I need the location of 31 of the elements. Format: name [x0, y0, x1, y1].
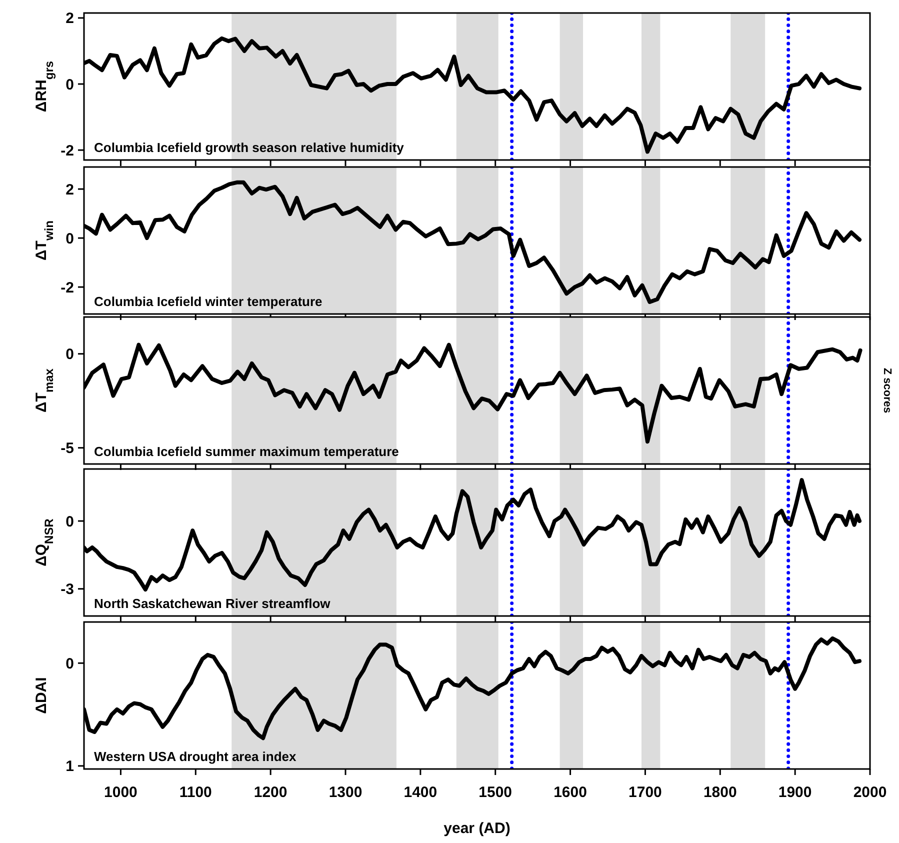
y-tick-label: 0: [66, 346, 74, 364]
x-tick-label: 2000: [853, 784, 887, 801]
y-axis-title: ΔDAI: [33, 677, 50, 714]
y-tick-label: -2: [60, 279, 74, 296]
x-tick-label: 1800: [703, 784, 737, 801]
x-tick-label: 1300: [328, 784, 362, 801]
y-tick-label: 0: [66, 655, 74, 672]
x-tick-label: 1700: [628, 784, 662, 801]
x-tick-label: 1200: [254, 784, 288, 801]
annotation: Columbia Icefield summer maximum temperature: [94, 444, 399, 459]
x-tick-label: 1100: [179, 784, 212, 801]
annotation: Western USA drought area index: [94, 749, 298, 764]
y-tick-label: 2: [66, 181, 74, 198]
x-tick-label: 1900: [778, 784, 812, 801]
x-tick-label: 1400: [404, 784, 438, 801]
y-tick-label: 0: [66, 230, 74, 248]
annotation: Columbia Icefield winter temperature: [94, 294, 322, 309]
y-tick-label: -5: [60, 440, 74, 458]
x-tick-label: 1500: [478, 784, 512, 801]
y-tick-label: -3: [60, 581, 74, 598]
y-tick-label: 0: [66, 76, 74, 94]
y-tick-label: 0: [66, 513, 74, 530]
y-tick-label: 2: [66, 10, 74, 28]
annotation: North Saskatchewan River streamflow: [94, 596, 332, 611]
x-axis-title: year (AD): [444, 820, 510, 837]
y-tick-label: 1: [66, 758, 74, 776]
y-tick-label: -2: [60, 142, 74, 160]
x-tick-label: 1000: [104, 784, 138, 801]
x-tick-label: 1600: [554, 784, 587, 801]
y2-axis-title: Z scores: [881, 368, 893, 414]
annotation: Columbia Icefield growth season relative humidity: [94, 140, 405, 155]
